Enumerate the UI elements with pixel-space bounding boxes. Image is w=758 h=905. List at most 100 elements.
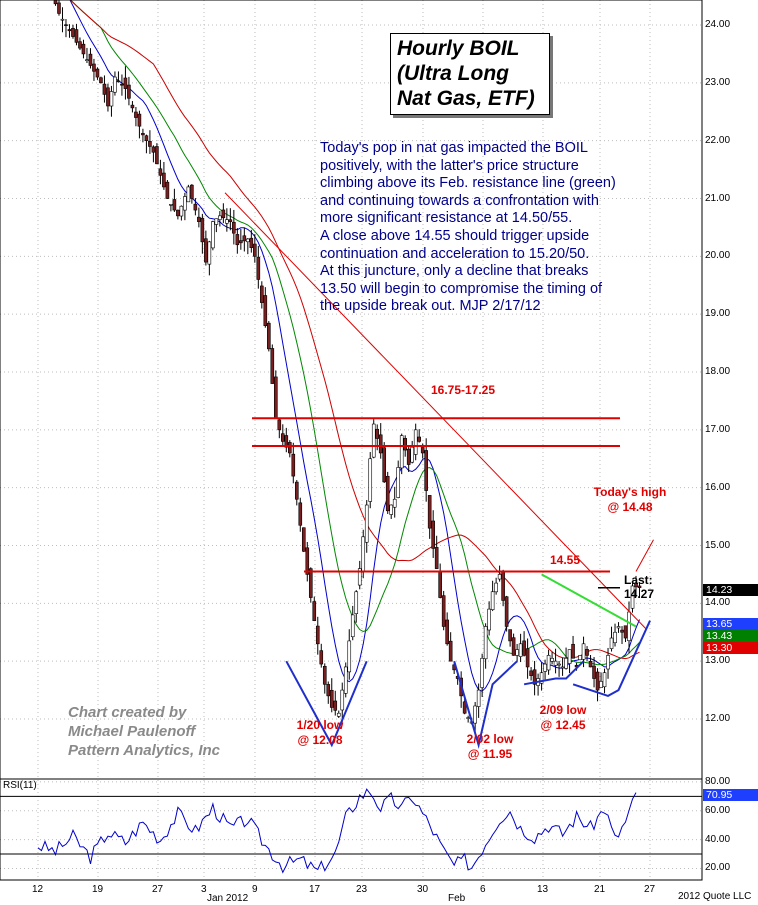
last-line-1: Last:: [624, 573, 653, 587]
feb-resistance-line: [541, 573, 637, 628]
todays-high-label: Today's high @ 14.48: [585, 485, 675, 515]
v-bottom-pattern: [572, 620, 651, 697]
price-tick-label: 15.00: [705, 539, 731, 551]
price-bar-body: [197, 216, 201, 222]
price-bar-body: [85, 59, 89, 62]
price-bar-body: [329, 689, 334, 708]
rsi-tick-label: 60.00: [705, 804, 731, 816]
low-3-line-1: 2/09 low: [539, 703, 587, 717]
price-bar-body: [155, 146, 159, 165]
date-tick-label: 27: [644, 884, 656, 895]
price-bar-body: [67, 29, 72, 32]
moving-average-line: [69, 0, 640, 692]
price-bar-body: [78, 41, 82, 49]
price-bar-body: [211, 221, 215, 249]
moving-average-line: [69, 0, 640, 666]
price-bar-body: [630, 585, 635, 609]
price-bar-body: [413, 429, 418, 455]
price-bar-body: [354, 591, 359, 614]
price-tick-label: 20.00: [705, 250, 731, 262]
price-badge: 13.65: [703, 617, 758, 630]
price-bar-body: [60, 18, 65, 21]
price-bar-body: [497, 574, 502, 580]
commentary-line: continuation and acceleration to 15.20/5…: [320, 245, 590, 262]
date-tick-label: 9: [252, 884, 258, 895]
price-bar-body: [186, 186, 191, 203]
price-bar-body: [553, 660, 558, 666]
price-bar-body: [525, 648, 530, 668]
commentary-line: A close above 14.55 should trigger upsid…: [320, 227, 590, 244]
price-tick-label: 18.00: [705, 366, 731, 377]
date-tick-label: 17: [309, 884, 321, 895]
price-bar-body: [501, 570, 505, 601]
price-bar-body: [357, 568, 362, 586]
price-bar-body: [53, 0, 58, 5]
commentary-line: positively, with the latter's price stru…: [320, 157, 579, 174]
price-bar-body: [305, 547, 310, 575]
v-bottom-pattern: [523, 660, 585, 686]
price-bar-body: [169, 203, 173, 206]
price-bar-body: [127, 84, 131, 99]
rsi-tick-label: 40.00: [705, 833, 731, 845]
price-bar-body: [634, 582, 638, 588]
price-bar-body: [148, 140, 152, 147]
price-bar-body: [64, 24, 68, 26]
price-bar-body: [253, 243, 257, 257]
price-bar-body: [172, 199, 177, 211]
price-bar-body: [109, 91, 114, 107]
date-tick-label: 12: [32, 884, 44, 895]
price-tick-label: 22.00: [705, 134, 731, 146]
v-bottom-pattern: [285, 660, 368, 748]
commentary-line: 13.50 will begin to compromise the timin…: [320, 280, 603, 297]
price-bar-body: [228, 219, 233, 222]
price-bar-body: [522, 640, 526, 656]
price-tick-label: 16.00: [705, 481, 731, 493]
price-bar-body: [602, 672, 607, 688]
rsi-label: RSI(11): [3, 780, 37, 791]
price-bar-body: [165, 181, 170, 199]
price-tick-label: 12.00: [705, 713, 731, 724]
price-bar-body: [207, 241, 212, 265]
price-bar-body: [420, 447, 425, 454]
price-bar-body: [399, 435, 404, 469]
price-bar-body: [441, 595, 446, 627]
price-bar-body: [585, 649, 589, 656]
price-bar-body: [225, 219, 229, 224]
price-tick-label: 23.00: [705, 76, 731, 88]
price-bar-body: [57, 2, 61, 14]
price-bar-body: [529, 670, 533, 676]
price-bar-body: [368, 458, 373, 502]
price-bar-body: [406, 448, 411, 465]
price-bar-body: [494, 582, 498, 593]
price-bar-body: [595, 671, 600, 691]
price-bar-body: [246, 238, 250, 243]
price-bar-body: [371, 423, 376, 458]
price-tick-label: 14.00: [705, 597, 731, 609]
title-line-2: (Ultra Long: [397, 62, 509, 85]
rsi-current-badge: 70.95: [703, 788, 758, 801]
price-bar-body: [613, 631, 617, 644]
copyright: 2012 Quote LLC: [678, 891, 752, 902]
moving-average-line: [69, 0, 640, 660]
price-bar-body: [403, 438, 408, 451]
rsi-panel: [0, 788, 702, 874]
price-bar-body: [141, 133, 145, 136]
price-bar-body: [504, 596, 509, 627]
price-bar-body: [588, 660, 593, 668]
todays-high-line-2: @ 14.48: [607, 500, 653, 514]
price-tick-label: 13.00: [705, 655, 731, 667]
price-bar-body: [350, 614, 355, 638]
price-bar-body: [606, 655, 610, 670]
price-bar-body: [277, 419, 282, 431]
date-tick-label: 3: [201, 884, 207, 895]
chart-credit: Chart created by Michael Paulenoff Patte…: [68, 703, 220, 760]
downtrend-line: [224, 192, 647, 630]
price-bar-body: [176, 209, 180, 217]
price-bar-body: [144, 135, 149, 141]
price-bar-body: [480, 657, 484, 688]
plot-frame: [0, 0, 703, 881]
date-tick-label: 23: [356, 884, 368, 895]
price-bar-body: [511, 637, 516, 656]
low-1-label: 1/20 low @ 12.08: [285, 718, 355, 748]
price-bar-body: [515, 649, 519, 656]
